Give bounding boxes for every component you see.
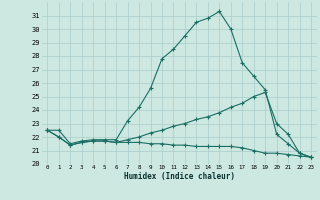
X-axis label: Humidex (Indice chaleur): Humidex (Indice chaleur) bbox=[124, 172, 235, 181]
